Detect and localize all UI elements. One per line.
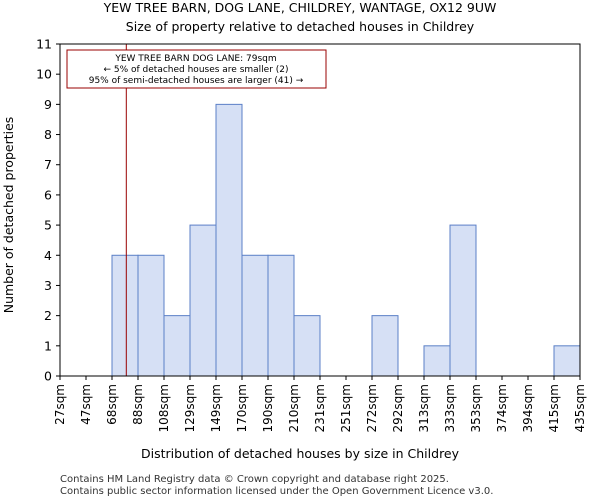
annotation-line-2: ← 5% of detached houses are smaller (2) <box>103 65 288 75</box>
bar-149sqm <box>215 103 243 377</box>
y-tick-label: 8 <box>44 127 52 142</box>
y-tick-label: 1 <box>44 338 52 353</box>
y-axis-ticks: 0 1 2 3 4 5 6 7 8 9 10 11 <box>36 37 60 384</box>
x-tick-label: 313sqm <box>417 384 431 432</box>
x-tick-label: 149sqm <box>209 384 223 432</box>
y-tick-label: 4 <box>44 248 52 263</box>
x-tick-label: 27sqm <box>53 384 67 425</box>
x-axis-ticks: 27sqm 47sqm 68sqm 88sqm 108sqm 129sqm 149sqm 17… <box>53 376 587 432</box>
y-axis-label: Number of detached properties <box>1 117 16 314</box>
y-tick-label: 5 <box>44 218 52 233</box>
chart-subtitle: Size of property relative to detached ho… <box>126 19 475 34</box>
x-tick-label: 129sqm <box>183 384 197 432</box>
x-tick-label: 415sqm <box>547 384 561 432</box>
bar-129sqm <box>189 224 217 377</box>
x-tick-label: 333sqm <box>443 384 457 432</box>
x-tick-label: 374sqm <box>495 384 509 432</box>
annotation-frame <box>66 49 327 89</box>
bar-333sqm <box>449 224 477 377</box>
x-tick-label: 251sqm <box>339 384 353 432</box>
bar-108sqm <box>163 315 191 377</box>
footer-line-2: Contains public sector information licen… <box>60 486 493 497</box>
bars-group <box>111 103 581 377</box>
bar-190sqm <box>267 254 295 377</box>
x-tick-label: 108sqm <box>157 384 171 432</box>
x-tick-label: 272sqm <box>365 384 379 432</box>
bar-88sqm <box>137 254 165 377</box>
x-tick-label: 231sqm <box>313 384 327 432</box>
bar-68sqm <box>111 254 139 377</box>
x-tick-label: 394sqm <box>521 384 535 432</box>
x-tick-label: 292sqm <box>391 384 405 432</box>
y-tick-label: 3 <box>44 278 52 293</box>
bar-170sqm <box>241 254 269 377</box>
x-tick-label: 190sqm <box>261 384 275 432</box>
annotation-box: YEW TREE BARN DOG LANE: 79sqm ← 5% of de… <box>66 49 327 89</box>
x-tick-label: 170sqm <box>235 384 249 432</box>
x-axis-label: Distribution of detached houses by size … <box>141 446 460 461</box>
bar-415sqm <box>553 345 581 377</box>
y-tick-label: 0 <box>44 369 52 384</box>
plot-frame <box>59 43 581 377</box>
y-tick-label: 10 <box>36 67 52 82</box>
x-tick-label: 88sqm <box>131 384 145 425</box>
y-tick-label: 6 <box>44 187 52 202</box>
y-tick-label: 7 <box>44 157 52 172</box>
x-tick-label: 210sqm <box>287 384 301 432</box>
annotation-line-1: YEW TREE BARN DOG LANE: 79sqm <box>114 54 276 64</box>
bar-272sqm <box>371 315 399 377</box>
footer-line-1: Contains HM Land Registry data © Crown c… <box>60 474 449 485</box>
y-tick-label: 9 <box>44 97 52 112</box>
x-tick-label: 47sqm <box>79 384 93 425</box>
y-tick-label: 11 <box>36 37 52 52</box>
annotation-line-3: 95% of semi-detached houses are larger (… <box>89 76 304 86</box>
x-tick-label: 435sqm <box>573 384 587 432</box>
chart-title: YEW TREE BARN, DOG LANE, CHILDREY, WANTA… <box>103 0 497 15</box>
bar-313sqm <box>423 345 451 377</box>
y-tick-label: 2 <box>44 308 52 323</box>
x-tick-label: 353sqm <box>469 384 483 432</box>
x-tick-label: 68sqm <box>105 384 119 425</box>
bar-210sqm <box>293 315 321 377</box>
